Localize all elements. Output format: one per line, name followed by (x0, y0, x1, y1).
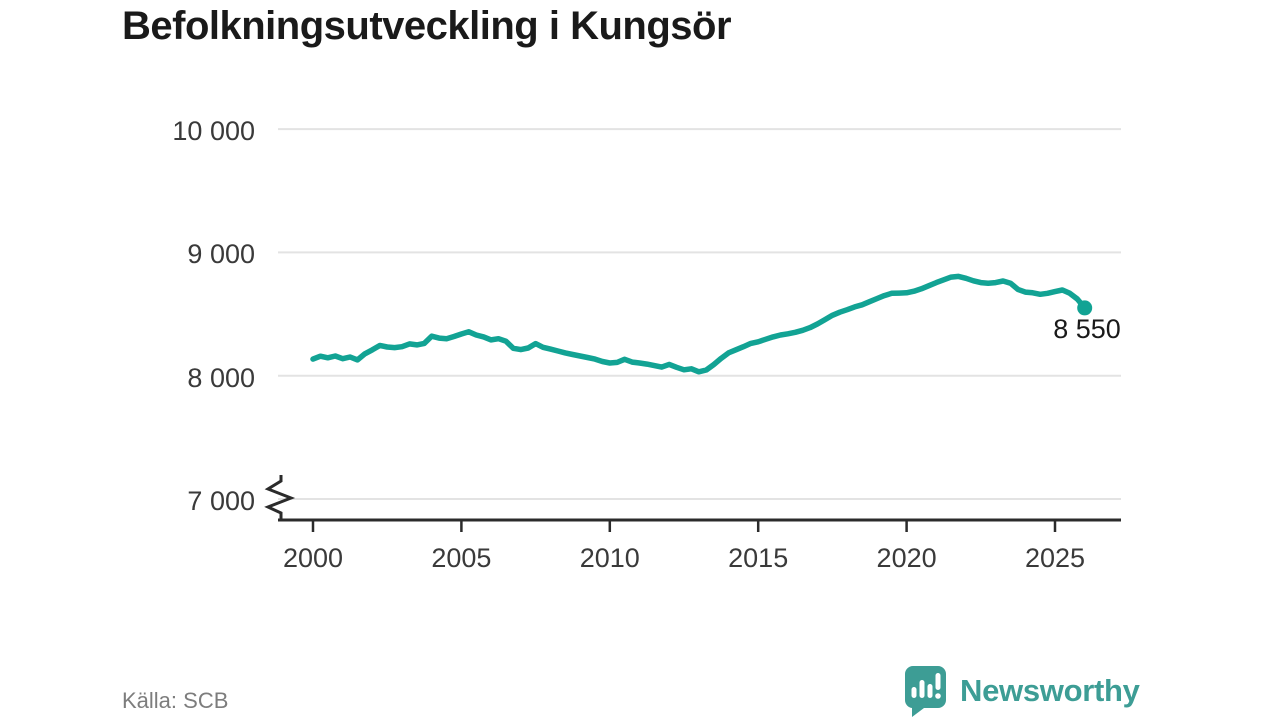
end-point-dot (1077, 300, 1093, 316)
chart-bubble-icon (904, 666, 946, 717)
end-value-label: 8 550 (1053, 314, 1121, 344)
y-axis-label: 9 000 (187, 239, 255, 270)
axis-break-icon (264, 475, 296, 519)
x-axis (278, 518, 1121, 532)
x-axis-label: 2025 (1024, 543, 1086, 573)
source-note: Källa: SCB (122, 688, 229, 713)
x-axis-label: 2010 (579, 543, 640, 573)
newsworthy-logo-text: Newsworthy (960, 673, 1140, 708)
x-axis-label: 2005 (431, 543, 492, 573)
newsworthy-logo: Newsworthy (901, 664, 1140, 718)
gridlines (278, 128, 1121, 500)
y-axis-label: 8 000 (187, 362, 255, 393)
y-axis-label: 10 000 (172, 116, 255, 147)
x-axis-label: 2000 (282, 543, 344, 573)
x-axis-label: 2015 (728, 543, 789, 573)
line-chart (264, 128, 1121, 532)
y-axis-label: 7 000 (187, 486, 255, 516)
population-line (310, 273, 1088, 375)
x-axis-label: 2020 (876, 543, 937, 573)
page-title: Befolkningsutveckling i Kungsör (122, 4, 732, 48)
